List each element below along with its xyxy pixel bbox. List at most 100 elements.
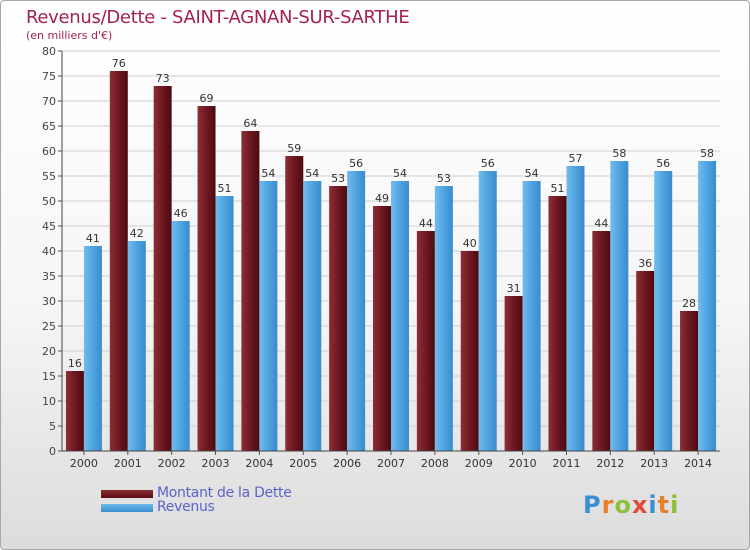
- revenue-bar: [698, 161, 717, 451]
- debt-bar: [636, 271, 655, 451]
- debt-value-label: 59: [287, 142, 301, 155]
- debt-value-label: 16: [68, 357, 82, 370]
- x-tick-label: 2007: [377, 457, 405, 470]
- revenue-bar: [610, 161, 629, 451]
- chart-subtitle: (en milliers d'€): [26, 29, 113, 42]
- axes: [61, 51, 720, 452]
- y-tick-label: 0: [49, 445, 56, 458]
- y-tick-label: 80: [42, 45, 56, 58]
- legend-swatch-debt: [101, 490, 153, 498]
- y-tick-label: 45: [42, 220, 56, 233]
- data-labels: 16 41 76 42 73 46 69 51 64 54 59 54 53 56 49 54 44 53 40 56…: [68, 57, 714, 370]
- debt-value-label: 36: [638, 257, 652, 270]
- debt-bar: [592, 231, 611, 451]
- debt-value-label: 51: [550, 182, 564, 195]
- revenue-bar: [259, 181, 278, 451]
- x-tick-label: 2011: [552, 457, 580, 470]
- debt-bar: [548, 196, 567, 451]
- legend-swatch-revenue: [101, 504, 153, 512]
- revenue-value-label: 56: [481, 157, 495, 170]
- y-tick-label: 30: [42, 295, 56, 308]
- revenue-bar: [654, 171, 673, 451]
- y-tick-label: 75: [42, 70, 56, 83]
- revenue-bar: [303, 181, 322, 451]
- y-tick-label: 25: [42, 320, 56, 333]
- debt-bar: [153, 86, 172, 451]
- proxiti-logo: Proxiti: [583, 491, 679, 519]
- logo-letter: x: [631, 491, 649, 519]
- x-tick-label: 2004: [245, 457, 273, 470]
- revenue-value-label: 58: [612, 147, 626, 160]
- y-tick-label: 55: [42, 170, 56, 183]
- revenue-bar: [83, 246, 102, 451]
- y-tick-label: 5: [49, 420, 56, 433]
- x-tick-label: 2012: [596, 457, 624, 470]
- logo-letter: t: [657, 491, 671, 519]
- revenue-bar: [391, 181, 409, 451]
- revenue-value-label: 56: [349, 157, 363, 170]
- x-tick-label: 2006: [333, 457, 361, 470]
- debt-value-label: 28: [682, 297, 696, 310]
- debt-value-label: 69: [200, 92, 214, 105]
- revenue-value-label: 42: [130, 227, 144, 240]
- revenue-value-label: 56: [656, 157, 670, 170]
- revenue-bar: [171, 221, 190, 451]
- revenue-value-label: 54: [261, 167, 275, 180]
- x-tick-label: 2003: [202, 457, 230, 470]
- chart-title: Revenus/Dette - SAINT-AGNAN-SUR-SARTHE: [26, 7, 410, 28]
- x-tick-label: 2008: [421, 457, 449, 470]
- revenue-value-label: 54: [393, 167, 407, 180]
- revenue-value-label: 54: [525, 167, 539, 180]
- debt-value-label: 64: [243, 117, 257, 130]
- logo-letter: P: [583, 491, 602, 519]
- debt-bar: [416, 231, 435, 451]
- x-tick-label: 2005: [289, 457, 317, 470]
- debt-bar: [504, 296, 523, 451]
- y-tick-label: 35: [42, 270, 56, 283]
- revenue-bar: [215, 196, 234, 451]
- y-tick-label: 10: [42, 395, 56, 408]
- revenue-value-label: 57: [568, 152, 582, 165]
- logo-letter: i: [670, 491, 680, 519]
- y-axis-ticks: 0 5 10 15 20 25 30 35 40 45 50 55 60 65 70 75 80: [42, 45, 62, 458]
- debt-bar: [329, 186, 348, 451]
- logo-letter: r: [601, 491, 615, 519]
- debt-bar: [241, 131, 260, 451]
- debt-bar: [109, 71, 128, 451]
- debt-value-label: 49: [375, 192, 389, 205]
- debt-bar: [65, 371, 84, 451]
- y-tick-label: 50: [42, 195, 56, 208]
- y-tick-label: 60: [42, 145, 56, 158]
- debt-value-label: 76: [112, 57, 126, 70]
- revenue-bar: [522, 181, 541, 451]
- revenue-value-label: 41: [86, 232, 100, 245]
- y-tick-label: 40: [42, 245, 56, 258]
- x-tick-label: 2009: [465, 457, 493, 470]
- revenue-value-label: 46: [174, 207, 188, 220]
- x-tick-label: 2000: [70, 457, 98, 470]
- debt-bar: [197, 106, 216, 451]
- bars: [65, 71, 717, 451]
- revenue-bar: [566, 166, 585, 451]
- revenue-bar: [434, 186, 453, 451]
- legend-label-debt: Montant de la Dette: [157, 485, 292, 501]
- debt-value-label: 73: [156, 72, 170, 85]
- y-tick-label: 15: [42, 370, 56, 383]
- revenue-bar: [478, 171, 497, 451]
- x-tick-label: 2013: [640, 457, 668, 470]
- x-tick-label: 2010: [509, 457, 537, 470]
- debt-bar: [460, 251, 479, 451]
- revenue-bar: [127, 241, 146, 451]
- debt-bar: [680, 311, 699, 451]
- x-axis-ticks: 2000 2001 2002 2003 2004 2005 2006 2007 2008 2009…: [70, 451, 712, 470]
- x-tick-label: 2001: [114, 457, 142, 470]
- debt-value-label: 40: [463, 237, 477, 250]
- debt-value-label: 44: [594, 217, 608, 230]
- debt-value-label: 31: [507, 282, 521, 295]
- y-tick-label: 65: [42, 120, 56, 133]
- debt-bar: [285, 156, 304, 451]
- debt-value-label: 44: [419, 217, 433, 230]
- x-tick-label: 2014: [684, 457, 712, 470]
